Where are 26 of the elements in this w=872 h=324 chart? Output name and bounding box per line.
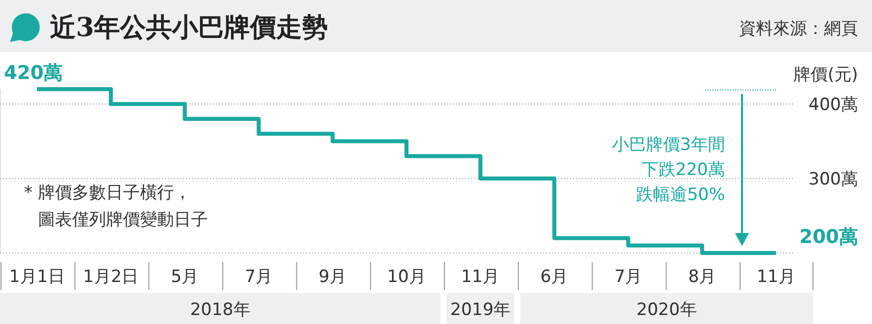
data-label: 420萬 xyxy=(4,62,63,84)
y-axis-title: 牌價(元) xyxy=(794,65,858,85)
x-tick-label: 11月 xyxy=(756,267,796,287)
data-label: 200萬 xyxy=(799,226,858,248)
x-tick-label: 8月 xyxy=(688,267,716,287)
chart-title: 近3年公共小巴牌價走勢 xyxy=(50,13,328,43)
annotation: 跌幅逾50% xyxy=(636,185,725,205)
x-tick-label: 5月 xyxy=(170,267,199,287)
x-tick-label: 6月 xyxy=(540,267,568,287)
annotation: 下跌220萬 xyxy=(642,160,725,180)
text: 2019年 xyxy=(450,300,511,320)
text: 2020年 xyxy=(636,300,697,320)
x-tick-label: 10月 xyxy=(387,267,426,287)
x-tick-label: 9月 xyxy=(318,267,347,287)
x-tick-label: 7月 xyxy=(614,267,642,287)
y-tick-label: 400萬 xyxy=(808,94,858,115)
annotation: 圖表僅列牌價變動日子 xyxy=(38,210,208,230)
x-tick-label: 1月1日 xyxy=(9,267,65,287)
x-tick-label: 1月2日 xyxy=(83,267,139,287)
y-tick-label: 300萬 xyxy=(808,169,858,190)
text: 2018年 xyxy=(190,300,250,320)
source-note: 資料來源：網頁 xyxy=(739,19,858,39)
annotation: 小巴牌價3年間 xyxy=(612,135,725,155)
annotation: * 牌價多數日子橫行， xyxy=(24,183,191,203)
x-tick-label: 7月 xyxy=(244,267,273,287)
x-tick-label: 11月 xyxy=(461,267,500,287)
